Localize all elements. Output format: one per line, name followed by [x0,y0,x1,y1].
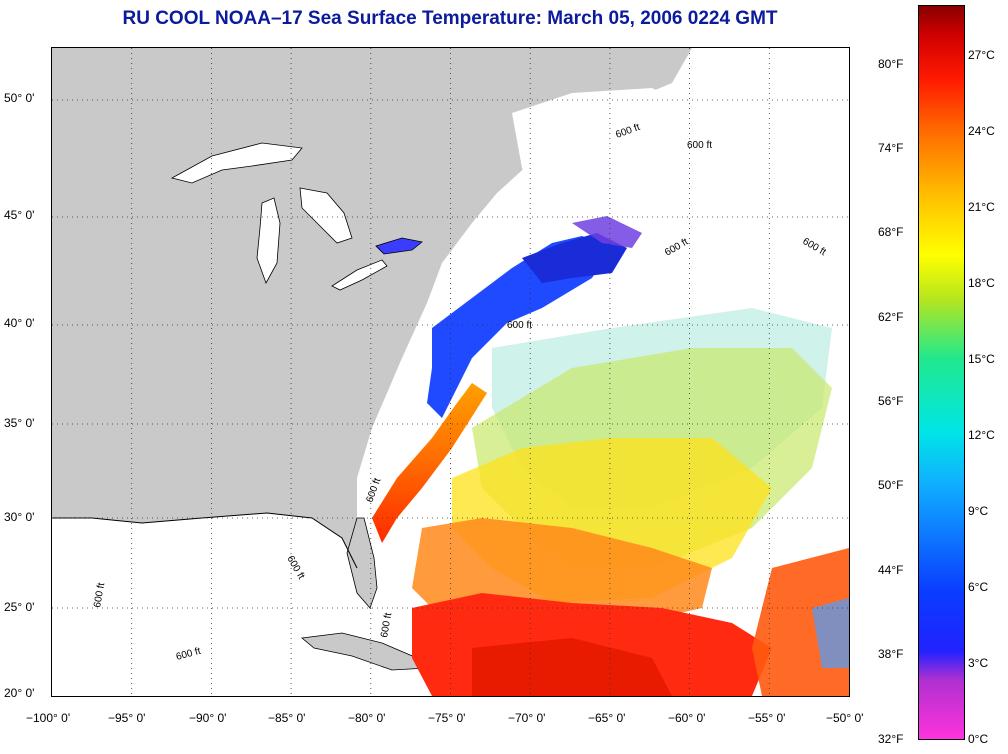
colorbar-celsius-label: 21°C [968,200,995,214]
isobath-label: 600 ft [92,582,107,609]
lon-label: −55° 0' [748,711,786,725]
colorbar-fahrenheit-label: 80°F [878,57,904,71]
lat-label: 40° 0' [4,316,35,330]
florida-peninsula [346,517,378,609]
colorbar-fahrenheit-label: 50°F [878,478,904,492]
colorbar-fahrenheit-label: 56°F [878,394,904,408]
lake-erie [331,259,388,291]
colorbar-fahrenheit-label: 74°F [878,141,904,155]
colorbar-celsius-label: 6°C [968,580,989,594]
gulf-stream [372,383,487,543]
sst-east-patchy [812,598,849,668]
lat-label: 20° 0' [4,686,35,700]
sst-deep-red-patch [472,638,672,696]
colorbar-celsius-label: 15°C [968,352,995,366]
colorbar-fahrenheit-label: 38°F [878,647,904,661]
colorbar-fahrenheit-label: 62°F [878,310,904,324]
colorbar-celsius-label: 27°C [968,48,995,62]
lat-label: 25° 0' [4,600,35,614]
lon-label: −100° 0' [26,711,71,725]
lat-label: 50° 0' [4,91,35,105]
lon-label: −85° 0' [268,711,306,725]
lake-ontario [375,237,423,255]
lon-label: −80° 0' [348,711,386,725]
temperature-colorbar [918,5,965,740]
colorbar-celsius-label: 0°C [968,732,989,746]
colorbar-celsius-label: 24°C [968,124,995,138]
isobath-label: 600 ft [507,320,532,331]
lon-label: −65° 0' [588,711,626,725]
lake-superior [170,142,303,184]
lat-label: 30° 0' [4,510,35,524]
colorbar-celsius-label: 18°C [968,276,995,290]
lon-label: −75° 0' [428,711,466,725]
lon-label: −60° 0' [668,711,706,725]
graticule [52,48,849,696]
gulf-coastline [52,512,358,569]
lon-label: −95° 0' [108,711,146,725]
colorbar-celsius-label: 12°C [968,428,995,442]
coastal-violet-band [572,216,642,248]
lat-label: 45° 0' [4,208,35,222]
colorbar-fahrenheit-label: 44°F [878,563,904,577]
lon-label: −70° 0' [508,711,546,725]
sst-map: 600 ft 600 ft 600 ft 600 ft 600 ft 600 f… [51,47,850,697]
lon-label: −50° 0' [826,711,864,725]
gulf-of-maine-water [522,233,627,283]
map-title: RU COOL NOAA–17 Sea Surface Temperature:… [122,8,778,29]
lon-label: −90° 0' [189,711,227,725]
lake-huron [299,187,353,244]
lat-label: 35° 0' [4,416,35,430]
isobath-label: 600 ft [379,612,394,639]
gulf-st-lawrence [512,88,692,213]
colorbar-celsius-label: 3°C [968,656,989,670]
colorbar-celsius-label: 9°C [968,504,989,518]
sst-map-canvas: 600 ft 600 ft 600 ft 600 ft 600 ft 600 f… [52,48,849,696]
shelf-cold-water [427,236,612,418]
lake-michigan [256,197,281,284]
isobath-label: 600 ft [687,140,712,151]
colorbar-fahrenheit-label: 32°F [878,732,904,746]
colorbar-fahrenheit-label: 68°F [878,225,904,239]
